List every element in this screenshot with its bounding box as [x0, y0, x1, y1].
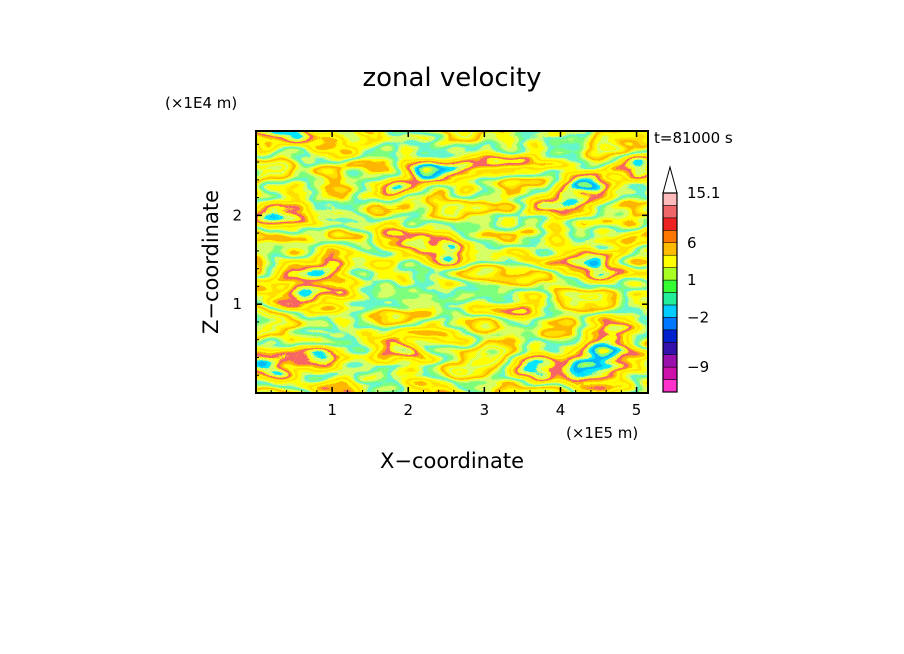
colorbar-swatch — [662, 205, 678, 219]
y-unit-label: (×1E4 m) — [165, 94, 237, 112]
colorbar-swatch — [662, 230, 678, 243]
colorbar-frame — [662, 192, 678, 393]
x-tick-label: 2 — [403, 401, 413, 419]
chart-title: zonal velocity — [362, 63, 541, 93]
colorbar-swatch — [662, 366, 678, 380]
colorbar-swatch — [662, 254, 678, 268]
y-tick-label: 2 — [232, 206, 242, 224]
colorbar-label: −2 — [687, 308, 709, 326]
colorbar-swatch — [662, 217, 678, 231]
colorbar-swatch — [662, 267, 678, 281]
colorbar-label: −9 — [687, 358, 709, 376]
x-tick-label: 4 — [556, 401, 566, 419]
y-axis-ticks: 12 — [232, 143, 648, 376]
colorbar: 15.1 6 1 −2 −9 — [662, 165, 720, 393]
heatmap-field — [256, 131, 648, 393]
x-axis-ticks: 1 2 3 4 5 — [270, 131, 642, 419]
colorbar-label: 1 — [687, 271, 697, 289]
colorbar-swatch — [662, 304, 678, 318]
colorbar-swatch — [662, 379, 678, 393]
colorbar-swatch — [662, 329, 678, 343]
colorbar-swatch — [662, 279, 678, 293]
colorbar-swatch — [662, 317, 678, 331]
x-tick-label: 3 — [480, 401, 490, 419]
colorbar-swatch — [662, 242, 678, 256]
colorbar-swatch — [662, 292, 678, 306]
colorbar-swatch — [662, 342, 678, 355]
x-unit-label: (×1E5 m) — [566, 424, 638, 442]
heatmap-contours — [256, 131, 648, 393]
time-label: t=81000 s — [654, 129, 733, 147]
colorbar-swatch — [662, 192, 678, 206]
colorbar-label: 15.1 — [687, 184, 720, 202]
y-axis-title: Z−coordinate — [199, 190, 223, 334]
x-axis-title: X−coordinate — [380, 449, 524, 473]
plot-frame — [255, 130, 649, 394]
x-tick-label: 1 — [327, 401, 337, 419]
colorbar-extend-arrow — [662, 165, 678, 194]
colorbar-label: 6 — [687, 234, 697, 252]
colorbar-swatch — [662, 354, 678, 368]
y-tick-label: 1 — [232, 295, 242, 313]
x-tick-label: 5 — [632, 401, 642, 419]
